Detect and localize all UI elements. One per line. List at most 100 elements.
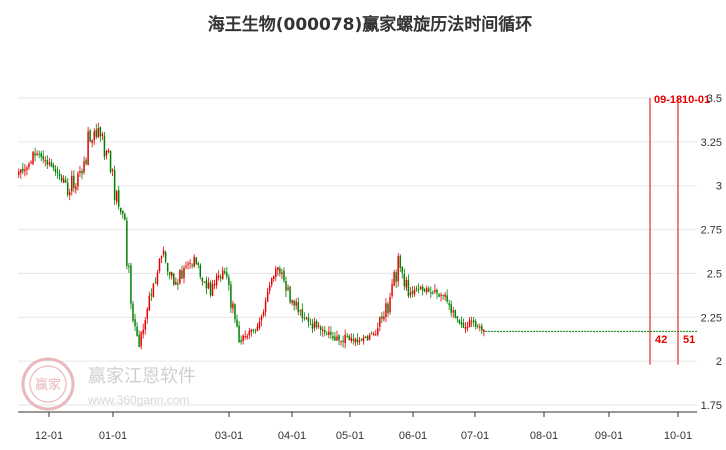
candle-down — [342, 340, 344, 343]
cycle-marker-date: 09-18 — [654, 94, 682, 106]
grid-lines — [18, 97, 697, 406]
x-tick-label: 10-01 — [664, 430, 692, 442]
candle-up — [144, 320, 146, 330]
candle-down — [195, 257, 197, 264]
candle-up — [101, 133, 104, 136]
candle-up — [250, 329, 253, 332]
candle-down — [138, 334, 140, 347]
candle-down — [150, 294, 153, 296]
candle-down — [315, 321, 318, 328]
candle-up — [232, 303, 234, 309]
candle-down — [85, 159, 87, 164]
candle-down — [234, 304, 236, 320]
x-tick-label: 12-01 — [35, 430, 63, 442]
candle-up — [242, 335, 244, 342]
candle-up — [434, 289, 436, 292]
candle-down — [334, 336, 336, 341]
candle-up — [291, 300, 293, 303]
candle-down — [481, 326, 483, 331]
candle-up — [111, 169, 114, 171]
candle-down — [450, 304, 452, 313]
candle-up — [162, 250, 165, 255]
candle-up — [28, 163, 30, 168]
candle-down — [324, 330, 326, 333]
candle-up — [299, 310, 302, 312]
watermark-logo-inner — [29, 365, 67, 403]
candle-up — [270, 278, 273, 285]
candle-down — [226, 272, 228, 277]
candle-up — [207, 282, 210, 289]
candle-down — [117, 190, 120, 207]
candle-up — [260, 316, 263, 321]
candle-up — [62, 178, 65, 183]
candle-down — [236, 319, 238, 327]
candle-down — [454, 310, 457, 318]
candle-down — [366, 335, 369, 341]
x-tick-label: 06-01 — [399, 430, 427, 442]
candle-up — [248, 331, 251, 336]
candle-up — [87, 131, 89, 165]
candle-up — [215, 275, 218, 286]
candle-down — [22, 168, 24, 172]
candle-down — [173, 273, 175, 285]
candle-down — [66, 182, 69, 195]
y-tick-label: 2.75 — [701, 225, 722, 237]
chart-title: 海王生物(000078)赢家螺旋历法时间循环 — [208, 14, 533, 35]
candle-up — [419, 286, 422, 289]
candle-down — [42, 156, 44, 160]
candle-down — [311, 323, 314, 329]
candle-down — [448, 303, 450, 306]
candle-down — [421, 286, 424, 291]
candle-up — [268, 285, 271, 292]
candle-down — [332, 336, 334, 339]
candle-up — [146, 309, 149, 319]
candle-down — [58, 173, 61, 177]
candle-up — [179, 269, 181, 284]
candle-down — [458, 319, 461, 324]
candle-up — [158, 258, 161, 272]
candle-down — [326, 333, 328, 335]
candle-down — [164, 252, 167, 262]
candle-down — [289, 286, 291, 303]
candle-down — [415, 288, 418, 290]
candle-up — [246, 335, 248, 338]
candle-up — [24, 169, 26, 172]
cycle-markers: 09-18 42 10-01 51 — [485, 94, 710, 365]
candle-down — [228, 277, 230, 286]
candle-down — [113, 169, 116, 200]
candle-down — [122, 210, 124, 215]
candle-down — [446, 295, 448, 302]
candle-up — [152, 283, 155, 298]
candle-down — [411, 291, 414, 294]
candle-down — [109, 151, 112, 173]
candle-down — [136, 326, 138, 337]
candle-up — [93, 131, 95, 141]
candle-up — [321, 329, 324, 331]
candle-down — [430, 292, 432, 294]
candle-up — [281, 272, 283, 274]
candle-down — [472, 320, 475, 323]
candle-down — [166, 262, 169, 272]
candle-down — [191, 264, 193, 266]
candle-up — [75, 186, 77, 190]
cycle-marker-count: 42 — [655, 334, 667, 346]
candle-up — [79, 171, 81, 173]
candle-up — [397, 256, 399, 282]
candle-down — [52, 164, 55, 169]
candle-down — [387, 303, 389, 314]
candle-down — [462, 322, 465, 328]
candle-up — [244, 336, 246, 338]
candle-down — [401, 267, 404, 273]
candle-down — [309, 323, 312, 325]
candle-up — [105, 150, 108, 156]
candle-up — [189, 263, 191, 265]
candle-up — [77, 173, 79, 187]
candle-up — [466, 326, 469, 329]
candle-up — [185, 266, 187, 268]
candle-down — [230, 284, 232, 308]
candle-down — [199, 265, 202, 277]
candle-down — [279, 268, 281, 274]
candle-down — [64, 180, 67, 183]
candle-up — [187, 263, 189, 265]
